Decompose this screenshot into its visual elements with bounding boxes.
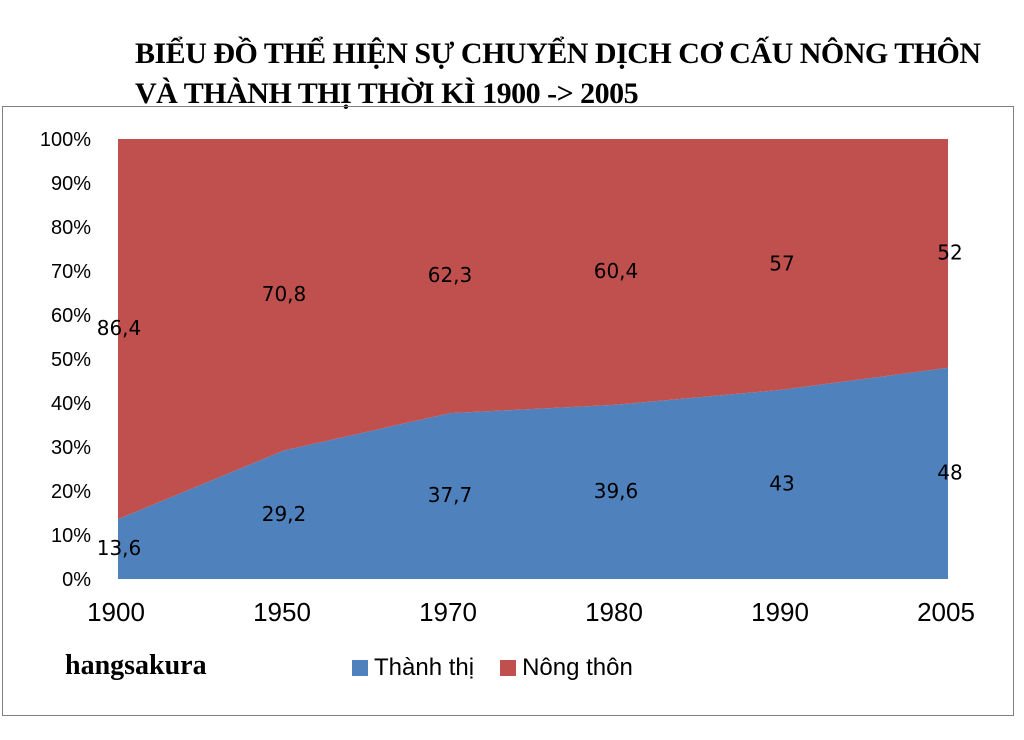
y-tick-label: 70% xyxy=(51,261,91,283)
data-label-series-0: 13,6 xyxy=(97,536,142,560)
y-tick-label: 90% xyxy=(51,173,91,195)
data-label-series-0: 43 xyxy=(769,471,794,495)
legend-swatch-rural xyxy=(500,660,517,676)
data-label-series-1: 57 xyxy=(769,251,794,275)
area-series-1 xyxy=(118,139,948,520)
data-label-series-1: 62,3 xyxy=(428,263,473,287)
x-tick-label: 2005 xyxy=(917,597,975,627)
y-tick-label: 100% xyxy=(40,129,91,151)
x-tick-label: 1980 xyxy=(585,597,643,627)
x-tick-label: 1950 xyxy=(253,597,311,627)
data-label-series-1: 52 xyxy=(937,240,962,264)
legend: Thành thị Nông thôn xyxy=(352,654,659,682)
chart-frame xyxy=(2,106,1014,716)
data-label-series-0: 39,6 xyxy=(594,479,639,503)
legend-label-rural: Nông thôn xyxy=(522,654,633,681)
x-tick-label: 1970 xyxy=(419,597,477,627)
data-label-series-0: 48 xyxy=(937,460,962,484)
y-tick-label: 40% xyxy=(51,393,91,415)
legend-label-urban: Thành thị xyxy=(374,654,475,681)
legend-item-urban: Thành thị xyxy=(352,654,474,682)
data-label-series-1: 86,4 xyxy=(97,316,142,340)
x-tick-label: 1990 xyxy=(751,597,809,627)
y-tick-label: 10% xyxy=(51,525,91,547)
author-credit: hangsakura xyxy=(65,650,207,681)
y-tick-label: 50% xyxy=(51,349,91,371)
y-tick-label: 80% xyxy=(51,217,91,239)
legend-swatch-urban xyxy=(352,660,368,676)
chart-title: BIỂU ĐỒ THỂ HIỆN SỰ CHUYỂN DỊCH CƠ CẤU N… xyxy=(135,37,981,110)
data-label-series-1: 70,8 xyxy=(262,282,307,306)
x-tick-label: 1900 xyxy=(87,597,145,627)
data-label-series-0: 37,7 xyxy=(428,483,473,507)
area-series-0 xyxy=(118,367,948,579)
legend-item-rural: Nông thôn xyxy=(500,654,633,682)
y-tick-label: 30% xyxy=(51,437,91,459)
y-tick-label: 60% xyxy=(51,305,91,327)
data-label-series-0: 29,2 xyxy=(262,502,307,526)
y-tick-label: 0% xyxy=(62,569,91,591)
data-label-series-1: 60,4 xyxy=(594,259,639,283)
y-tick-label: 20% xyxy=(51,481,91,503)
